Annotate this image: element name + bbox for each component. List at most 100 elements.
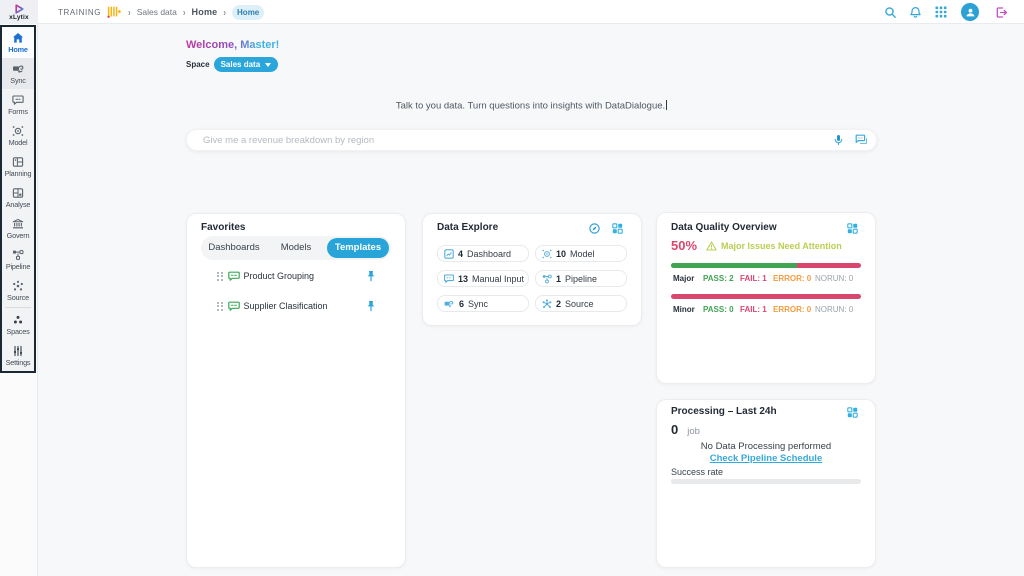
typing-cursor [666,100,668,110]
sidebar-item-home[interactable]: Home [2,27,34,58]
apps-grid-icon[interactable] [934,1,947,23]
tab-templates[interactable]: Templates [327,238,389,258]
sidebar-item-sync[interactable]: Sync [2,58,34,89]
tile-model[interactable]: 10 Model [535,245,627,262]
welcome-prefix: Welcome [186,39,235,51]
drag-handle-icon[interactable] [217,301,223,311]
favorites-title: Favorites [201,222,246,233]
tile-count: 4 [458,248,464,259]
chevron-down-icon [265,62,272,67]
settings-icon [14,345,22,356]
processing-count-row: 0 job [671,422,861,437]
sidebar-item-label: Analyse [5,199,31,209]
breadcrumb-item-training[interactable]: TRAINING [58,7,102,17]
space-select[interactable]: Sales data [213,57,279,72]
processing-job-count: 0 [671,422,679,437]
breadcrumb-item-home[interactable]: Home [191,7,218,17]
tile-manual-input[interactable]: 13 Manual Input [437,270,529,287]
favorites-item[interactable]: Supplier Clasification [201,291,391,321]
govern-icon [12,218,24,228]
dashboard-icon [444,248,454,259]
sidebar-item-label: Home [8,44,28,54]
warning-triangle-icon [706,240,717,251]
breadcrumb-separator: › [182,6,186,18]
processing-title: Processing – Last 24h [671,406,777,417]
sidebar-item-label: Source [7,292,29,302]
sidebar-nav: Home Sync Forms Model Planning Analyse [0,25,36,373]
favorites-item-label: Product Grouping [243,271,315,281]
quality-score: 50% [671,238,698,253]
manual-input-icon [444,273,454,283]
topbar: xLytix TRAINING › Sales data › Home › Ho… [0,0,1024,24]
breadcrumb-item-current[interactable]: Home [232,4,265,20]
source-icon [542,298,552,308]
sync-icon [12,64,23,73]
sidebar-item-model[interactable]: Model [2,120,34,151]
sidebar-item-label: Sync [10,75,26,85]
tab-dashboards[interactable]: Dashboards [208,242,260,253]
sidebar-item-pipeline[interactable]: Pipeline [2,244,34,275]
pipeline-icon [542,274,552,283]
layout-grid-icon[interactable] [612,222,623,234]
quality-warning-text: Major Issues Need Attention [721,240,842,251]
sidebar-item-settings[interactable]: Settings [2,340,34,371]
quality-norun-count: NORUN: 0 [815,274,854,283]
microphone-icon[interactable] [833,134,844,146]
tile-dashboard[interactable]: 4 Dashboard [437,245,529,262]
check-pipeline-schedule-link[interactable]: Check Pipeline Schedule [709,453,823,464]
chat-icon[interactable] [855,134,868,146]
search-icon[interactable] [884,1,897,23]
tile-count: 2 [556,298,562,309]
user-avatar[interactable] [961,3,979,21]
quality-stats-major: Major PASS: 2 FAIL: 1 ERROR: 0 NORUN: 0 [671,274,861,284]
tile-count: 10 [556,248,567,259]
breadcrumb-item-space[interactable]: Sales data [136,7,177,17]
layout-grid-icon[interactable] [847,222,858,234]
success-rate-label: Success rate [671,467,724,477]
source-icon [13,280,23,290]
data-explore-card: Data Explore 4 Dashboard 10 Model 13 Man… [422,213,642,326]
data-explore-tiles: 4 Dashboard 10 Model 13 Manual Input 1 P… [437,245,627,312]
tile-label: Sync [468,298,489,309]
tile-label: Manual Input [472,273,525,284]
sidebar-item-govern[interactable]: Govern [2,213,34,244]
breadcrumb-separator: › [223,6,227,18]
tile-count: 6 [459,298,465,309]
pin-icon[interactable] [366,270,376,282]
breadcrumb-separator: › [128,6,131,18]
data-quality-card: Data Quality Overview 50% Major Issues N… [656,212,876,384]
sidebar-item-analyse[interactable]: Analyse [2,182,34,213]
quality-row-name: Minor [673,305,695,314]
ask-data-input[interactable] [187,134,833,146]
app-logo[interactable]: xLytix [0,0,38,24]
logout-icon[interactable] [995,1,1008,23]
compass-icon[interactable] [589,222,600,234]
tile-pipeline[interactable]: 1 Pipeline [535,270,627,287]
drag-handle-icon[interactable] [217,271,223,281]
tile-count: 1 [556,273,562,284]
sidebar-item-forms[interactable]: Forms [2,89,34,120]
tab-models[interactable]: Models [280,242,312,253]
layout-grid-icon[interactable] [847,406,858,418]
sidebar-item-source[interactable]: Source [2,275,34,306]
sidebar-item-label: Forms [8,106,28,116]
tile-label: Source [565,298,594,309]
quality-fail-count: FAIL: 1 [740,274,767,283]
template-chat-icon [227,301,240,311]
tile-source[interactable]: 2 Source [535,295,627,312]
sidebar-item-planning[interactable]: Planning [2,151,34,182]
welcome-suffix: , Master! [234,39,280,51]
favorites-tabs: Dashboards Models Templates [201,236,391,260]
sidebar-item-label: Planning [4,168,32,178]
quality-bar-minor [671,294,861,299]
processing-card: Processing – Last 24h 0 job No Data Proc… [656,399,876,568]
notifications-bell-icon[interactable] [909,1,922,23]
quality-pass-count: PASS: 2 [703,274,734,283]
sidebar-divider [5,307,31,308]
sidebar-item-spaces[interactable]: Spaces [2,309,34,340]
model-icon [542,249,552,258]
pin-icon[interactable] [366,300,376,312]
favorites-item[interactable]: Product Grouping [201,261,391,291]
tile-sync[interactable]: 6 Sync [437,295,529,312]
